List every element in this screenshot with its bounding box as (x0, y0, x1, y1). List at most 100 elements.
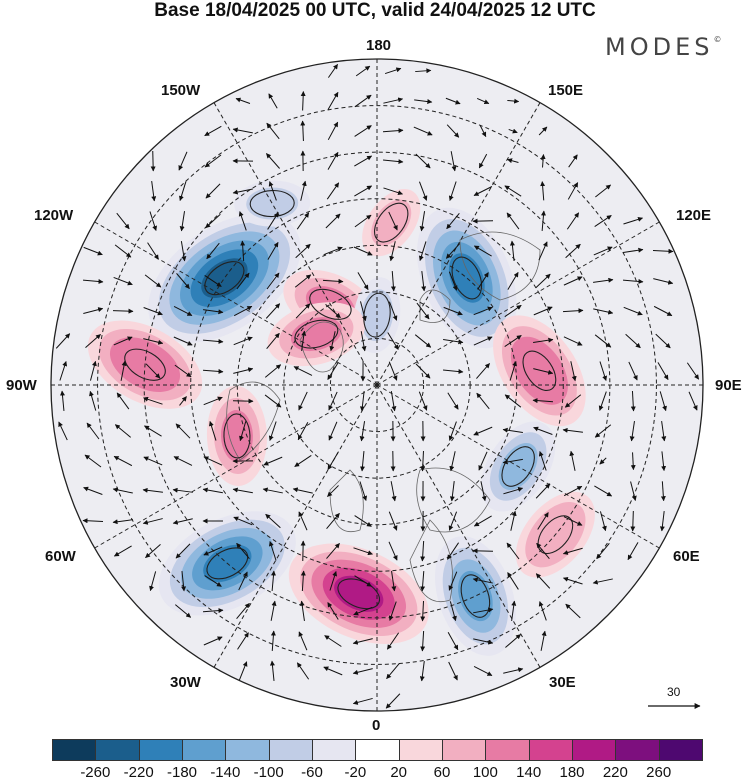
wind-arrow (653, 278, 674, 285)
wind-arrow (173, 306, 193, 316)
colorbar-tick-label: 20 (390, 764, 407, 781)
colorbar-cell (225, 739, 270, 761)
wind-arrow (595, 184, 612, 198)
wind-arrow (300, 180, 307, 201)
wind-arrow (505, 634, 521, 648)
wind-arrow (297, 422, 309, 441)
meridian-line (376, 221, 660, 386)
colorbar-cell (52, 739, 97, 761)
wind-arrow (511, 600, 517, 621)
lon-label-90e: 90E (715, 377, 742, 394)
wind-arrow (181, 571, 187, 592)
height-contour (460, 574, 491, 618)
wind-arrow (479, 125, 487, 138)
wind-arrow (145, 544, 161, 558)
wind-arrow (630, 390, 636, 412)
wind-arrow (296, 212, 310, 230)
anomaly-blob (519, 347, 560, 395)
wind-arrow (415, 153, 431, 169)
wind-arrow (173, 456, 193, 466)
meridian-line (376, 384, 660, 549)
wind-arrow (202, 608, 224, 614)
wind-arrow (266, 332, 280, 350)
wind-arrow (570, 361, 577, 382)
wind-arrow (443, 339, 464, 345)
lon-label-60e: 60E (673, 548, 700, 565)
wind-arrow (116, 212, 130, 230)
wind-arrow (354, 155, 373, 167)
wind-arrow (473, 638, 494, 645)
wind-arrow (414, 99, 433, 105)
wind-arrow (569, 450, 576, 471)
wind-arrow (653, 305, 673, 317)
wind-arrow (562, 547, 583, 555)
wind-arrow (86, 422, 100, 440)
wind-arrow (236, 542, 250, 560)
wind-arrow (354, 575, 372, 587)
wind-arrow (179, 211, 186, 232)
brand-mark: © (713, 35, 722, 44)
wind-arrow (327, 63, 339, 78)
wind-arrow (208, 420, 217, 441)
wind-arrow (83, 307, 104, 315)
wind-arrow (388, 211, 398, 231)
vector-scale-value: 30 (667, 685, 681, 699)
wind-arrow (478, 451, 488, 471)
wind-arrow (538, 126, 548, 136)
meridian-line (94, 384, 378, 549)
wind-arrow (325, 303, 341, 319)
wind-arrow (443, 306, 463, 316)
wind-arrow (238, 211, 247, 231)
wind-arrow (172, 487, 193, 493)
wind-arrow (327, 602, 339, 620)
wind-arrow (353, 606, 373, 616)
wind-arrow (390, 270, 396, 292)
wind-arrow (506, 542, 520, 560)
wind-arrow (112, 519, 133, 525)
wind-arrow (535, 483, 551, 499)
wind-arrow (630, 481, 637, 501)
wind-arrow (593, 277, 614, 283)
wind-arrow (328, 391, 338, 411)
latitude-circle (329, 337, 425, 433)
wind-arrow (354, 125, 372, 137)
wind-arrow (178, 151, 188, 171)
colorbar-tick-label: 60 (433, 764, 451, 781)
wind-arrow (329, 331, 336, 352)
wind-arrow (173, 336, 193, 346)
wind-arrow (203, 546, 223, 556)
wind-arrow (477, 272, 489, 290)
wind-arrow (298, 391, 308, 411)
wind-arrow (116, 392, 130, 410)
wind-arrow (565, 243, 581, 259)
meridian-line (376, 102, 541, 386)
graticule (51, 59, 703, 711)
wind-arrow (301, 330, 307, 351)
latitude-circle (97, 105, 657, 665)
wind-arrow (240, 240, 246, 262)
wind-arrow (271, 570, 276, 592)
wind-arrow (352, 638, 373, 645)
colorbar-cell (138, 739, 183, 761)
wind-arrow (298, 511, 308, 531)
colorbar-cell (572, 739, 617, 761)
wind-arrow (448, 511, 458, 531)
wind-arrow (447, 392, 459, 410)
colorbar-tick-label: 220 (602, 764, 628, 781)
wind-arrow (266, 272, 280, 290)
wind-arrow (562, 576, 583, 585)
wind-arrow (143, 338, 164, 345)
wind-arrow (236, 602, 250, 619)
wind-arrow (266, 122, 280, 140)
wind-arrow (594, 334, 612, 348)
wind-arrow (623, 306, 643, 316)
wind-arrow (268, 93, 278, 109)
latitude-circle (190, 198, 564, 572)
wind-arrow (473, 426, 493, 436)
colorbar-cell (528, 739, 573, 761)
wind-arrow (504, 185, 522, 197)
wind-arrow (563, 485, 583, 497)
wind-arrow (506, 212, 520, 230)
wind-arrow (538, 601, 547, 621)
wind-arrow (268, 181, 277, 201)
